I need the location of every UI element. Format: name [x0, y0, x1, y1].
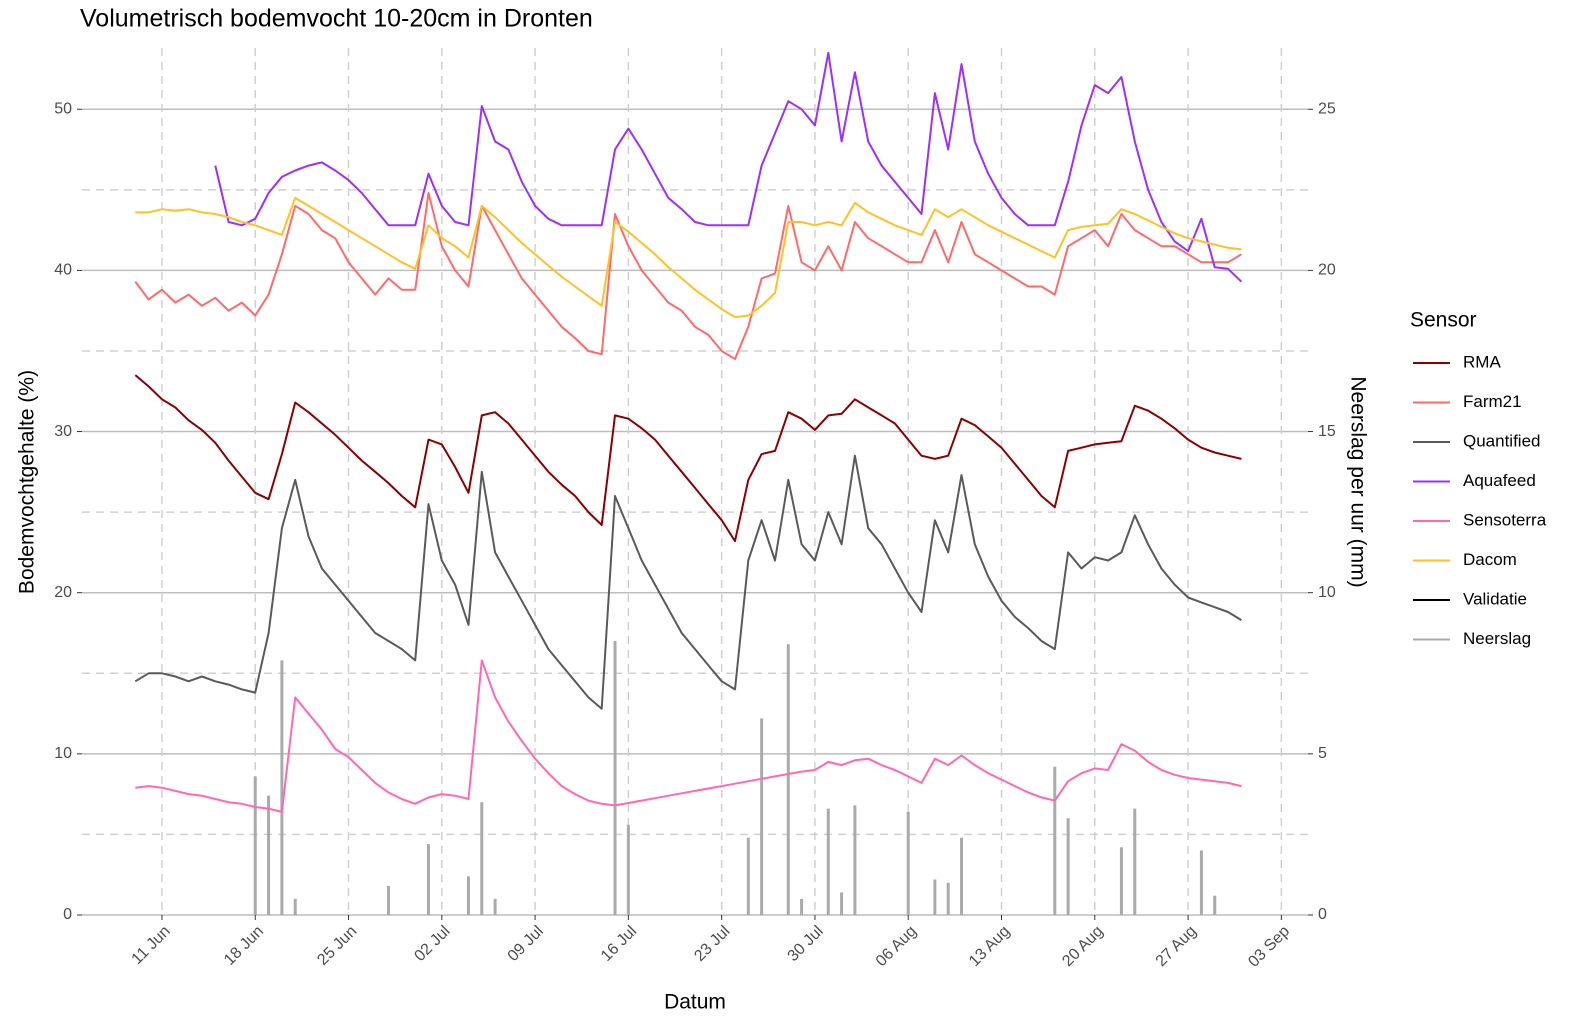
legend-label: Farm21 — [1463, 392, 1522, 411]
legend-label: Dacom — [1463, 550, 1517, 569]
rain-bar — [1199, 850, 1203, 915]
rain-bar — [493, 898, 497, 915]
x-tick-label: 09 Jul — [505, 923, 547, 965]
sensor-line — [214, 51, 1243, 283]
y2-tick-label: 15 — [1318, 423, 1336, 440]
sensor-line — [135, 659, 1242, 813]
rain-bar — [426, 844, 430, 915]
y2-axis-label: Neerslag per uur (mm) — [1346, 376, 1369, 587]
rain-bar — [280, 660, 284, 915]
rain-bar — [466, 876, 470, 915]
rain-bar — [1119, 847, 1123, 915]
rain-bar — [800, 898, 804, 915]
rain-bar — [387, 885, 390, 915]
rain-bar — [840, 892, 844, 915]
y-tick-label: 10 — [54, 745, 72, 762]
x-tick-label: 20 Aug — [1059, 923, 1106, 970]
chart-title: Volumetrisch bodemvocht 10-20cm in Dront… — [80, 5, 593, 33]
plot-marks — [134, 51, 1243, 915]
legend-label: Sensoterra — [1463, 510, 1547, 529]
legend-label: Validatie — [1463, 589, 1527, 608]
x-tick-label: 18 Jun — [221, 923, 267, 969]
x-axis-label: Datum — [664, 991, 726, 1014]
legend-title: Sensor — [1410, 309, 1477, 332]
x-tick-label: 11 Jun — [129, 923, 174, 968]
y-tick-label: 40 — [54, 262, 72, 279]
rain-bar — [786, 644, 790, 915]
rain-bar — [826, 808, 830, 915]
rain-bar — [480, 802, 484, 915]
y-tick-label: 30 — [54, 423, 72, 440]
rain-bar — [960, 837, 964, 915]
x-tick-label: 30 Jul — [785, 923, 827, 965]
rain-bar — [906, 811, 910, 915]
rain-bar — [626, 824, 630, 915]
rain-bar — [1133, 808, 1137, 915]
legend-label: RMA — [1463, 352, 1501, 371]
rain-bar — [933, 879, 937, 915]
x-tick-label: 03 Sep — [1245, 923, 1293, 971]
y-tick-label: 20 — [54, 584, 72, 601]
y-axis-label: Bodemvochtgehalte (%) — [16, 370, 39, 594]
y2-tick-label: 10 — [1318, 584, 1336, 601]
rain-bar — [760, 718, 764, 915]
rain-bar — [267, 795, 271, 915]
rain-bar — [946, 882, 950, 915]
x-tick-label: 25 Jun — [314, 923, 360, 969]
x-tick-label: 06 Aug — [873, 923, 920, 970]
rain-bar — [1053, 766, 1057, 915]
rain-bar — [613, 641, 617, 915]
rain-bar — [1066, 818, 1070, 915]
sensor-line — [135, 196, 1242, 319]
y2-tick-label: 25 — [1318, 100, 1336, 117]
sensor-line — [134, 192, 1242, 360]
rain-bar — [253, 776, 257, 915]
rain-bar — [293, 898, 297, 915]
legend-label: Quantified — [1463, 431, 1541, 450]
y2-tick-label: 5 — [1318, 745, 1327, 762]
x-tick-label: 23 Jul — [691, 923, 733, 965]
x-tick-label: 13 Aug — [966, 923, 1013, 970]
y2-tick-label: 0 — [1318, 906, 1327, 923]
rain-bar — [853, 805, 857, 915]
x-tick-label: 02 Jul — [411, 923, 453, 965]
legend-label: Aquafeed — [1463, 471, 1536, 490]
rain-bar — [1213, 895, 1217, 915]
x-tick-label: 27 Aug — [1153, 923, 1200, 970]
rain-bar — [746, 837, 750, 915]
legend-label: Neerslag — [1463, 629, 1531, 648]
y2-tick-label: 20 — [1318, 262, 1336, 279]
x-tick-label: 16 Jul — [598, 923, 640, 965]
y-tick-label: 50 — [54, 100, 72, 117]
y-tick-label: 0 — [63, 906, 72, 923]
grid — [82, 48, 1308, 916]
sensor-line — [134, 454, 1242, 710]
sensor-line — [134, 374, 1242, 543]
